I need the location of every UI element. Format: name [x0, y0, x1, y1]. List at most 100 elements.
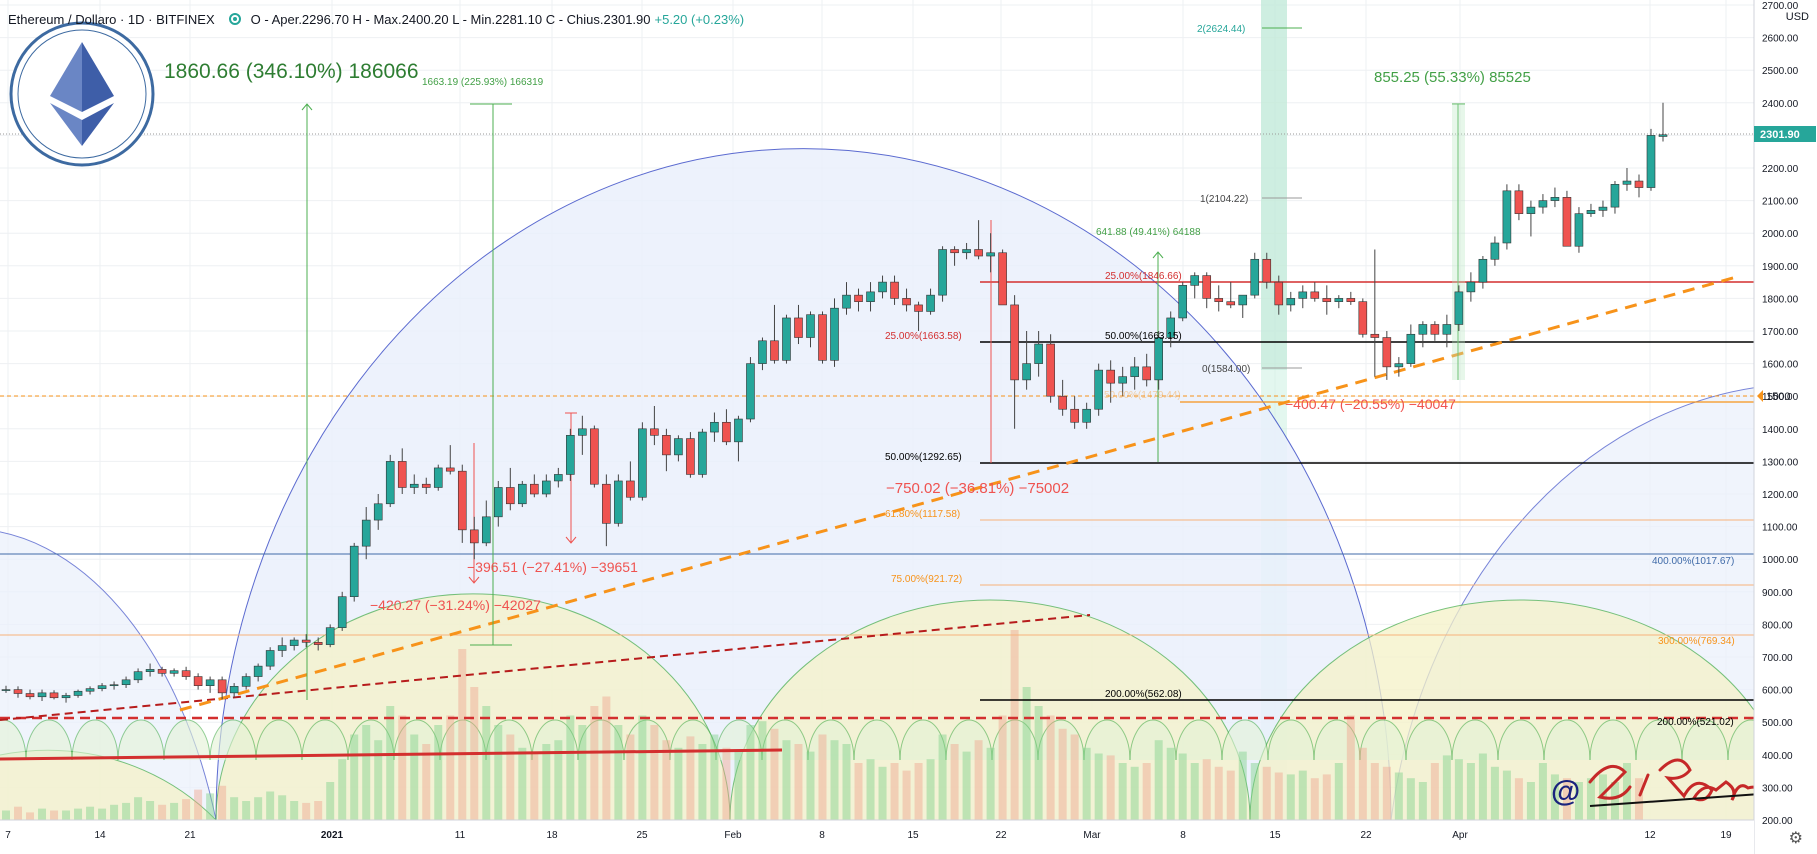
volume-bar — [290, 801, 299, 820]
time-tick-label: 18 — [546, 830, 558, 841]
candle — [938, 246, 947, 302]
price-tick-label: 900.00 — [1762, 588, 1793, 599]
candle — [397, 448, 407, 494]
drop-mar-label: −400.47 (−20.55%) −40047 — [1285, 396, 1456, 412]
candle — [902, 288, 911, 312]
level-300: 300.00%(769.34) — [1658, 636, 1735, 647]
volume-bar — [1514, 778, 1523, 820]
time-tick-label: 12 — [1644, 830, 1656, 841]
price-tick-label: 1000.00 — [1762, 555, 1799, 566]
candle — [602, 474, 611, 547]
candle — [433, 464, 443, 491]
candle — [1190, 272, 1200, 299]
candle — [1274, 275, 1284, 315]
time-tick-label: 21 — [184, 830, 196, 841]
fib-0-label: 0(1584.00) — [1202, 364, 1250, 375]
volume-bar — [278, 795, 287, 820]
volume-bar — [1106, 755, 1115, 820]
volume-bar — [1022, 687, 1031, 820]
time-tick-label: Feb — [724, 830, 742, 841]
symbol-title[interactable]: Ethereum / Dollaro · 1D · BITFINEX — [8, 11, 215, 27]
volume-bar — [422, 744, 431, 820]
candle — [1598, 200, 1608, 217]
candle — [385, 454, 395, 508]
candle — [169, 668, 179, 677]
candle — [133, 668, 143, 684]
candle — [421, 477, 431, 494]
candle — [734, 415, 743, 462]
candle — [650, 405, 659, 446]
volume-bar — [1454, 759, 1463, 820]
candle — [145, 663, 155, 677]
volume-bar — [554, 740, 563, 820]
drop-feb-label: −750.02 (−36.81%) −75002 — [886, 480, 1069, 497]
time-tick-label: 19 — [1720, 830, 1732, 841]
candle — [1466, 272, 1476, 302]
settings-gear-icon[interactable]: ⚙ — [1788, 830, 1803, 847]
candle — [301, 634, 311, 648]
volume-bar — [602, 696, 611, 820]
volume-bar — [1202, 759, 1211, 820]
candle — [37, 689, 47, 702]
candle — [950, 246, 959, 266]
volume-bar — [1262, 766, 1271, 820]
candle — [554, 467, 563, 488]
candle — [878, 275, 887, 299]
time-tick-label: 22 — [995, 830, 1007, 841]
cycle-arcs — [0, 148, 1754, 820]
volume-bar — [1346, 715, 1355, 820]
volume-bar — [98, 808, 107, 820]
volume-bar — [230, 797, 239, 820]
volume-bar — [902, 770, 911, 820]
candle — [1034, 331, 1043, 377]
candle — [758, 337, 767, 371]
candle — [1382, 331, 1392, 380]
candle — [866, 282, 875, 312]
measure-small-label: 1663.19 (225.93%) 166319 — [422, 77, 544, 88]
candle — [1430, 321, 1440, 341]
candle — [193, 673, 203, 690]
candlesticks[interactable] — [1, 102, 1668, 703]
volume-bar — [122, 802, 131, 820]
volume-bar — [146, 801, 155, 820]
candle — [493, 480, 503, 527]
volume-bar — [1214, 766, 1223, 820]
time-axis[interactable]: 7 14 21 2021 11 18 25 Feb 8 15 22 Mar 8 15 22 Apr 12 19 — [0, 819, 1754, 854]
price-tick-label: 2700.00 — [1762, 1, 1799, 12]
volume-bar — [506, 734, 515, 820]
volume-bar — [566, 715, 575, 820]
price-tick-label: 1900.00 — [1762, 262, 1799, 273]
level-25-right: 25.00%(1846.66) — [1105, 271, 1182, 282]
price-tick-label: 1600.00 — [1762, 360, 1799, 371]
candle — [1070, 396, 1079, 429]
price-tick-label: 1500.00 — [1762, 392, 1799, 403]
volume-bar — [1130, 766, 1139, 820]
candle — [1106, 360, 1115, 403]
price-tick-label: 300.00 — [1762, 783, 1793, 794]
candle — [710, 412, 719, 442]
volume-bar — [1322, 774, 1331, 820]
price-tick-label: 700.00 — [1762, 653, 1793, 664]
volume-bar — [926, 759, 935, 820]
candle — [241, 673, 251, 690]
candle — [1346, 291, 1356, 305]
volume-bar — [590, 706, 599, 820]
volume-bar — [26, 812, 35, 820]
price-tick-label: 1400.00 — [1762, 425, 1799, 436]
volume-bar — [362, 725, 371, 820]
price-tick-label: 1100.00 — [1762, 523, 1798, 534]
volume-bar — [614, 725, 623, 820]
volume-bar — [62, 810, 71, 820]
ethereum-logo — [9, 21, 155, 167]
candle — [1166, 311, 1176, 348]
volume-bar — [1226, 770, 1235, 820]
volume-bar — [1286, 774, 1295, 820]
level-200a: 200.00%(562.08) — [1105, 689, 1182, 700]
volume-bar — [986, 747, 995, 820]
candle — [409, 474, 419, 494]
time-tick-label: 8 — [1180, 830, 1186, 841]
candle — [1, 685, 11, 693]
candle — [638, 422, 647, 501]
candle — [974, 220, 983, 260]
